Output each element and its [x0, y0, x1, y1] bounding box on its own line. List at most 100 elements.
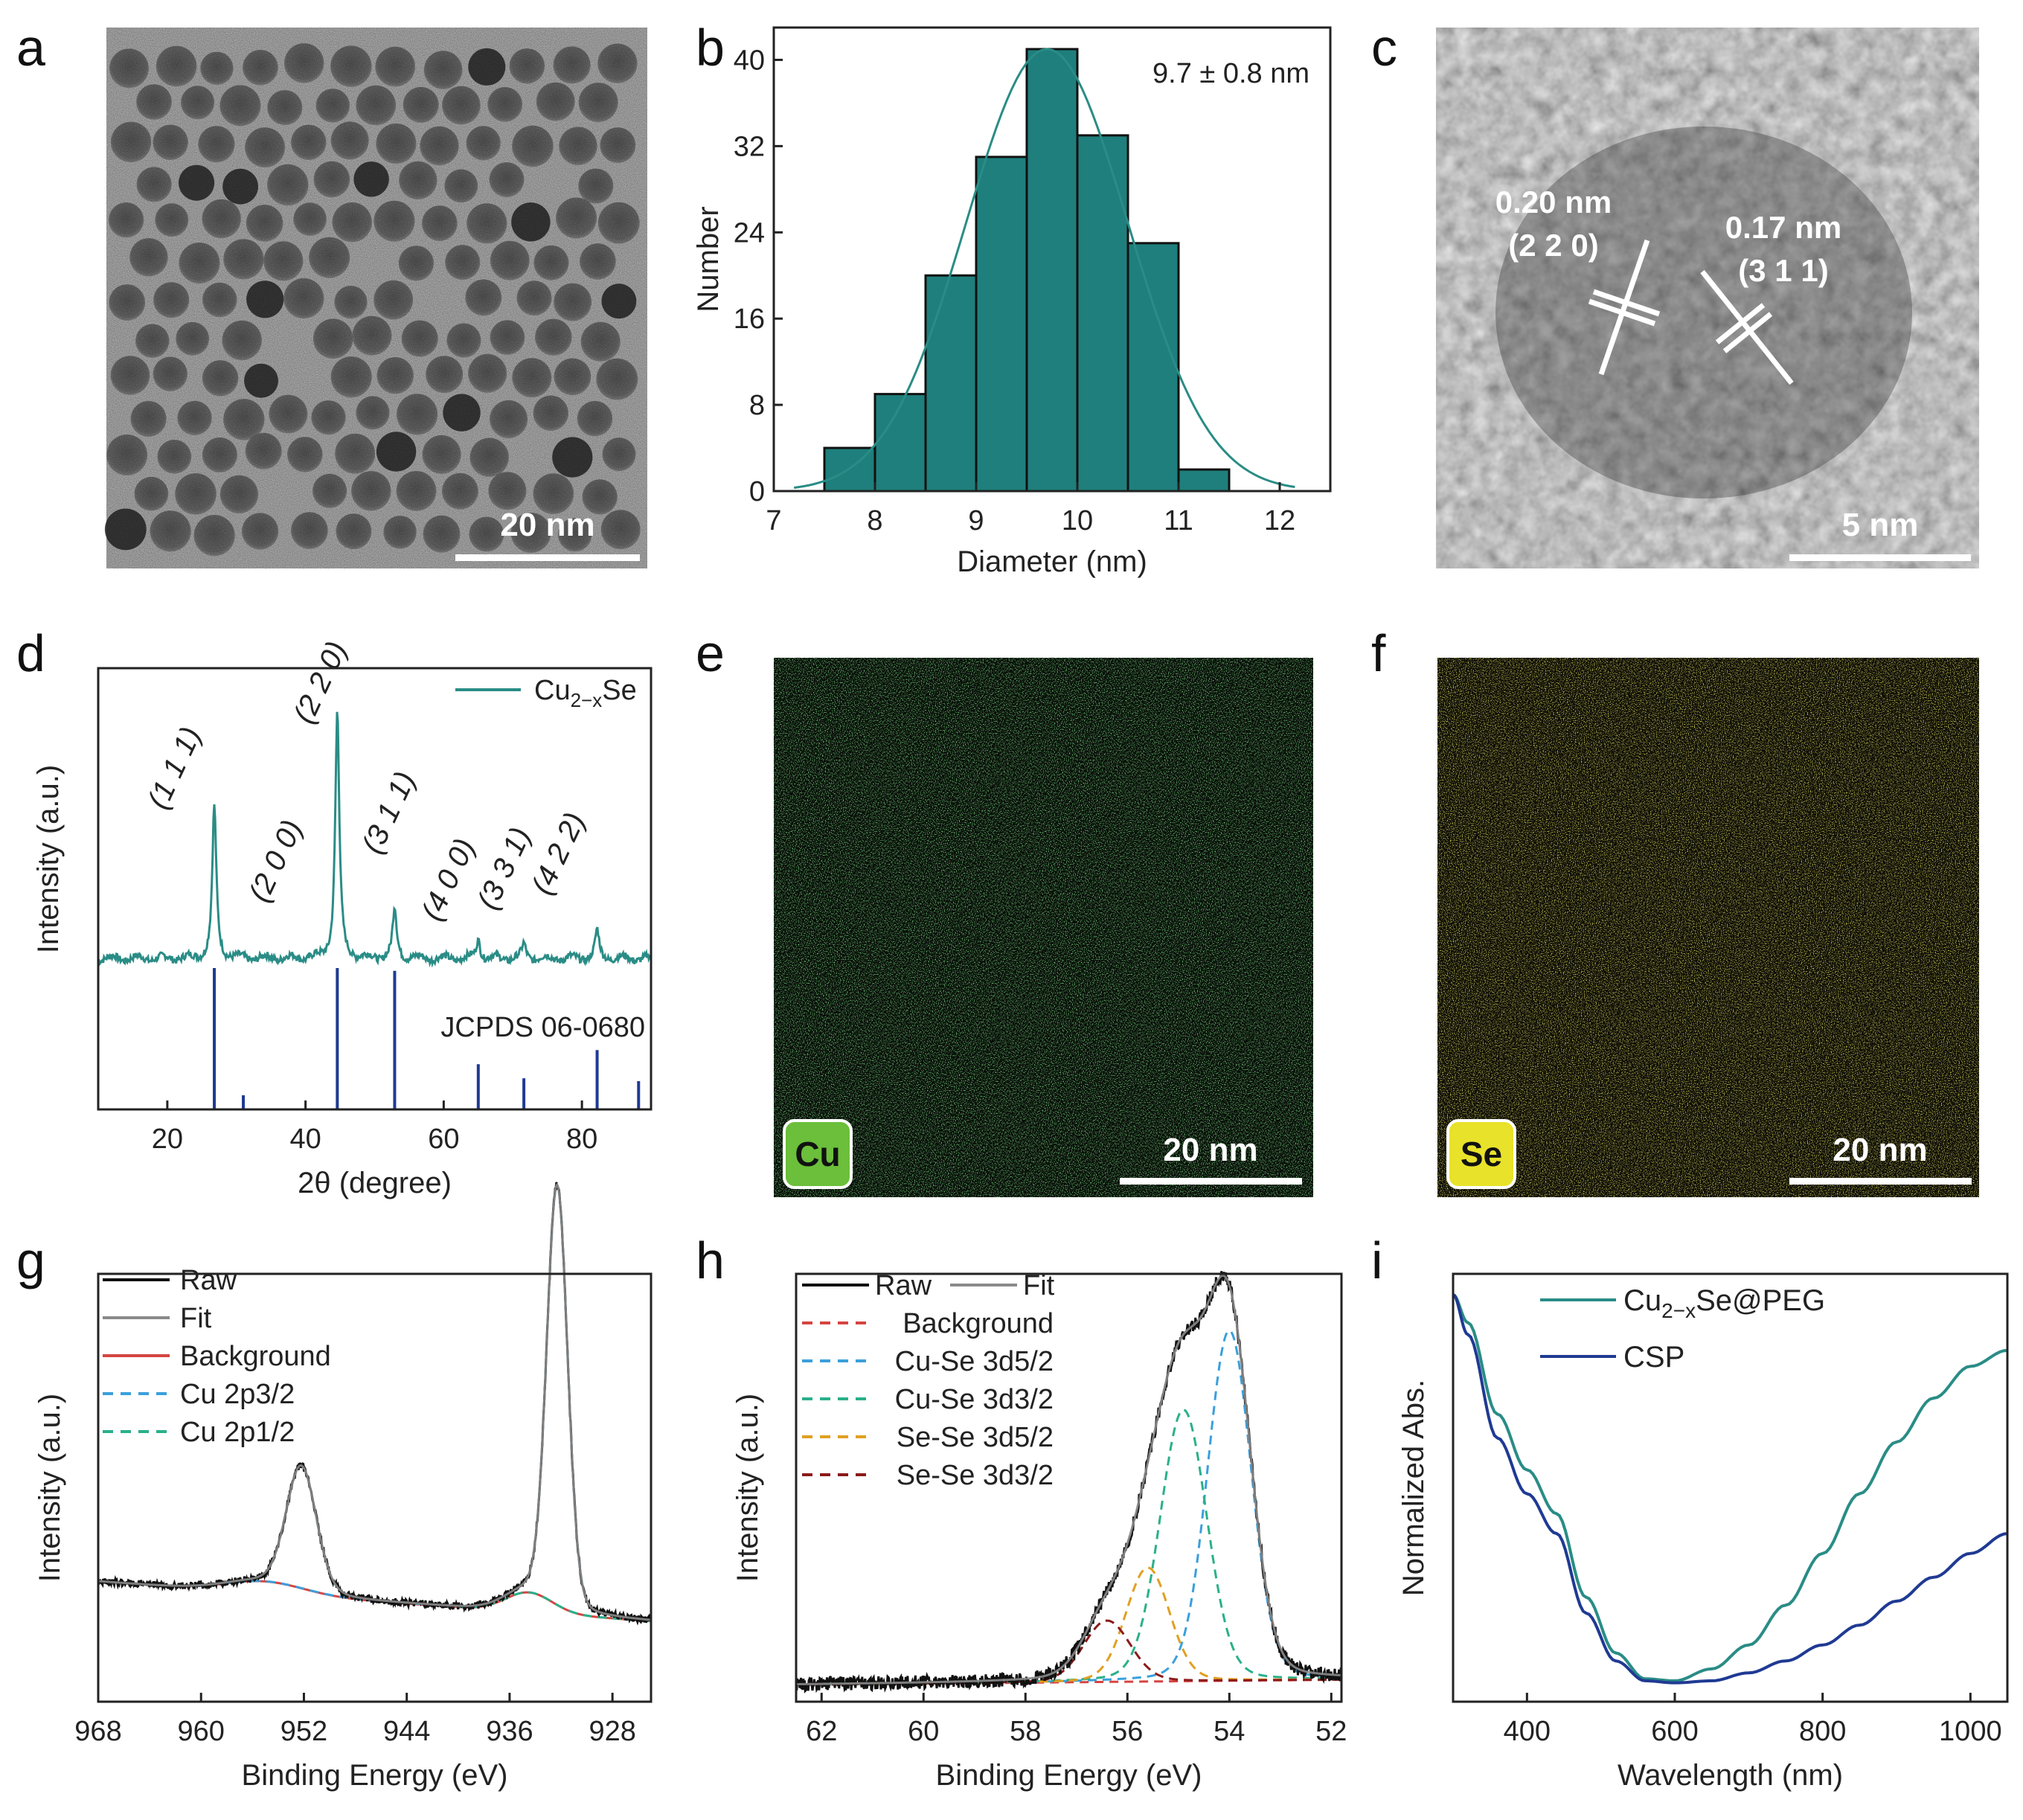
tem-noise: [106, 28, 647, 568]
x-axis-label: Binding Energy (eV): [242, 1759, 508, 1792]
histogram-bar: [1025, 48, 1079, 493]
chart-i: 400 600 800 1000 Wavelength (nm) Normalized A…: [1397, 1272, 2009, 1792]
component-peak-line: [796, 1329, 1341, 1686]
x-axis-label: 2θ (degree): [298, 1167, 452, 1199]
hrtem-texture: [1436, 28, 1979, 568]
legend-label: Se-Se 3d3/2: [897, 1460, 1054, 1491]
absorbance-series-line: [1452, 1293, 2008, 1685]
histogram-bar: [1126, 242, 1180, 493]
legend-label: Cu-Se 3d3/2: [895, 1384, 1054, 1415]
x-tick-label: 960: [178, 1716, 225, 1747]
raw-data-line: [795, 1271, 1342, 1694]
panel-i: i 400 600 800 1000 Wavelength (nm) Normalized…: [1371, 1231, 2009, 1792]
y-tick-label: 8: [749, 390, 765, 421]
scale-bar-label-f: 20 nm: [1833, 1132, 1927, 1168]
x-tick-label: 8: [867, 505, 882, 536]
histogram-bar: [1177, 468, 1231, 493]
legend-label: Cu2−xSe@PEG: [1623, 1284, 1825, 1322]
legend-subscript: 2−x: [571, 689, 603, 711]
panel-label-h: h: [696, 1231, 725, 1289]
se-element-label: Se: [1461, 1135, 1502, 1173]
legend-label: Cu-Se 3d5/2: [895, 1346, 1054, 1377]
x-tick-label: 936: [486, 1716, 533, 1747]
legend-label: Cu 2p1/2: [180, 1417, 295, 1448]
x-tick-label: 62: [806, 1716, 837, 1747]
x-tick-label: 80: [566, 1124, 597, 1155]
x-tick-label: 52: [1315, 1716, 1347, 1747]
x-tick-label: 968: [74, 1716, 121, 1747]
x-tick-label: 928: [589, 1716, 635, 1747]
x-tick-label: 1000: [1939, 1716, 2002, 1747]
x-axis-label: Binding Energy (eV): [936, 1759, 1202, 1792]
panel-b: b 0 8 16 24 32 40 7 8 9 10 11 12 Diameter (nm) Number…: [692, 19, 1332, 578]
plot-frame: [97, 1272, 653, 1703]
fringe1-spacing: 0.20 nm: [1495, 185, 1612, 220]
legend-main: Cu: [534, 675, 571, 706]
scale-bar-label-c: 5 nm: [1842, 507, 1919, 543]
scale-bar-label-a: 20 nm: [500, 507, 594, 543]
panel-f: f Se 20 nm: [1371, 624, 1979, 1197]
x-tick-label: 40: [289, 1124, 321, 1155]
cu-element-badge: [783, 1119, 853, 1189]
panel-label-b: b: [696, 19, 725, 77]
panel-a: a 20 nm: [16, 19, 647, 568]
legend-subscript: 2−x: [1661, 1299, 1696, 1322]
y-axis-label: Intensity (a.u.): [32, 765, 65, 953]
y-tick-label: 32: [734, 131, 765, 162]
scale-bar-label-e: 20 nm: [1163, 1132, 1257, 1168]
legend-main: Cu: [1623, 1284, 1661, 1317]
legend-label: CSP: [1623, 1341, 1684, 1374]
legend-label: Fit: [1023, 1270, 1055, 1301]
size-annotation: 9.7 ± 0.8 nm: [1152, 58, 1309, 89]
x-tick-label: 54: [1214, 1716, 1245, 1747]
panel-label-e: e: [696, 624, 725, 682]
histogram-bar: [873, 393, 927, 493]
peak-label: (1 1 1): [141, 722, 208, 813]
cu-map-signal: [774, 658, 1313, 1197]
reference-card-label: JCPDS 06-0680: [440, 1012, 645, 1043]
chart-d: 20 40 60 80 (1 1 1) (2 0 0) (2 2 0)(3 1 1)(4 0…: [32, 636, 653, 1199]
y-tick-label: 16: [734, 304, 765, 335]
x-tick-label: 20: [152, 1124, 183, 1155]
peak-label: (2 0 0): [243, 815, 309, 906]
se-element-badge: [1446, 1119, 1516, 1189]
y-tick-label: 40: [734, 45, 765, 76]
x-axis-label: Diameter (nm): [957, 545, 1147, 578]
scale-bar-f: [1789, 1178, 1972, 1185]
x-tick-label: 58: [1010, 1716, 1041, 1747]
scale-bar-e: [1120, 1178, 1302, 1185]
legend-label: Cu2−xSe: [534, 675, 637, 711]
scale-bar-c: [1789, 554, 1971, 561]
y-tick-label: 24: [734, 217, 765, 249]
panel-label-c: c: [1371, 19, 1397, 77]
hrtem-particle: [1495, 126, 1912, 499]
legend-label: Raw: [180, 1265, 237, 1296]
y-axis-label: Intensity (a.u.): [731, 1394, 764, 1582]
plot-frame: [772, 26, 1332, 493]
x-tick-label: 60: [908, 1716, 939, 1747]
legend-label: Background: [903, 1308, 1054, 1339]
peak-label: (3 3 1): [471, 822, 537, 914]
panel-label-a: a: [16, 19, 45, 77]
panel-g: g 968 960 952 944 936 928 Binding Energy (eV) I…: [16, 1182, 653, 1792]
legend-label: Fit: [180, 1303, 212, 1334]
fringe-marker-1: [1588, 239, 1661, 376]
x-tick-label: 7: [766, 505, 781, 536]
histogram-bar: [924, 274, 978, 493]
panel-label-i: i: [1371, 1231, 1383, 1289]
scale-bar-a: [455, 554, 640, 561]
peak-label: (4 2 2): [525, 807, 591, 899]
peak-label: (2 2 0): [287, 636, 353, 728]
fit-line: [796, 1274, 1342, 1685]
panel-c: c 0.20 nm (2 2 0) 0.17 nm (3 1 1) 5 nm: [1371, 19, 1979, 568]
legend-label: Background: [180, 1341, 331, 1372]
cu-element-label: Cu: [795, 1135, 840, 1173]
y-axis-label: Normalized Abs.: [1397, 1380, 1430, 1596]
fringe1-plane: (2 2 0): [1508, 228, 1598, 263]
x-axis-label: Wavelength (nm): [1618, 1759, 1843, 1792]
plot-frame: [1452, 1272, 2009, 1703]
panel-h: h 62 60 58 56 54 52 Binding Energy (eV) Intensi…: [696, 1231, 1347, 1792]
peak-label: (3 1 1): [356, 766, 422, 858]
legend-label: Cu 2p3/2: [180, 1379, 295, 1410]
plot-frame: [795, 1272, 1343, 1703]
